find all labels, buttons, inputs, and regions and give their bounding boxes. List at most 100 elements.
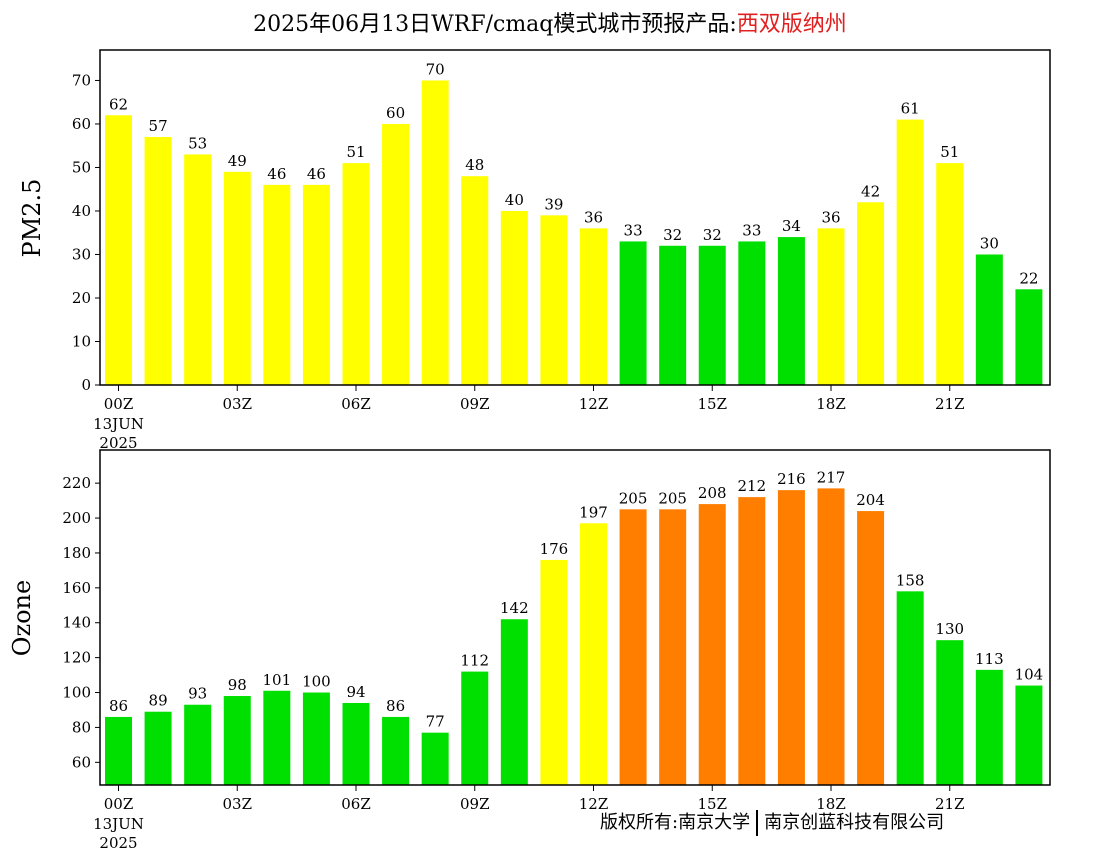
pm25-bar bbox=[223, 171, 251, 385]
ozone-value-label: 104 bbox=[1015, 666, 1044, 684]
pm25-value-label: 48 bbox=[465, 156, 484, 174]
ozone-value-label: 212 bbox=[738, 477, 767, 495]
pm25-ytick-label: 60 bbox=[72, 115, 91, 133]
ozone-value-label: 176 bbox=[540, 540, 569, 558]
pm25-bar bbox=[342, 163, 370, 385]
copyright-separator bbox=[756, 810, 759, 836]
ozone-value-label: 113 bbox=[975, 650, 1004, 668]
ozone-ytick-label: 220 bbox=[62, 474, 91, 492]
pm25-value-label: 61 bbox=[901, 100, 920, 118]
pm25-value-label: 33 bbox=[624, 221, 643, 239]
pm25-value-label: 49 bbox=[228, 152, 247, 170]
pm25-bar bbox=[421, 80, 449, 385]
ozone-value-label: 158 bbox=[896, 571, 925, 589]
ozone-bar bbox=[777, 490, 805, 785]
ozone-value-label: 204 bbox=[856, 491, 885, 509]
ozone-bar bbox=[184, 704, 212, 785]
pm25-bar bbox=[500, 210, 528, 385]
ozone-ytick-label: 160 bbox=[62, 579, 91, 597]
ozone-bar bbox=[302, 692, 330, 785]
pm25-bar bbox=[857, 202, 885, 385]
ozone-date-label: 13JUN bbox=[93, 815, 144, 833]
ozone-bar bbox=[500, 619, 528, 785]
ozone-bar bbox=[975, 669, 1003, 785]
ozone-value-label: 86 bbox=[109, 697, 128, 715]
ozone-xtick-label: 21Z bbox=[935, 795, 965, 813]
ozone-value-label: 130 bbox=[935, 620, 964, 638]
ozone-bar bbox=[698, 504, 726, 785]
ozone-xtick-label: 09Z bbox=[460, 795, 490, 813]
ozone-value-label: 101 bbox=[263, 671, 292, 689]
ozone-value-label: 86 bbox=[386, 697, 405, 715]
ozone-bar bbox=[580, 523, 607, 785]
pm25-ytick-label: 10 bbox=[72, 332, 91, 350]
pm25-xtick-label: 09Z bbox=[460, 395, 490, 413]
pm25-ytick-label: 30 bbox=[72, 245, 91, 263]
pm25-bar bbox=[659, 245, 687, 385]
ozone-bar bbox=[738, 497, 766, 785]
ozone-bar bbox=[105, 716, 132, 785]
pm25-bar bbox=[302, 184, 330, 385]
ozone-bar bbox=[263, 690, 291, 785]
pm25-bar bbox=[975, 254, 1003, 385]
pm25-date-label: 13JUN bbox=[93, 415, 144, 433]
pm25-xtick-label: 03Z bbox=[222, 395, 252, 413]
pm25-ytick-label: 50 bbox=[72, 158, 91, 176]
ozone-ytick-label: 120 bbox=[62, 649, 91, 667]
pm25-bar bbox=[896, 119, 924, 386]
ozone-value-label: 205 bbox=[658, 489, 687, 507]
pm25-bar bbox=[1015, 289, 1043, 385]
ozone-bar bbox=[619, 509, 647, 785]
pm25-xtick-label: 15Z bbox=[697, 395, 727, 413]
ozone-ylabel: Ozone bbox=[8, 580, 36, 656]
ozone-bar bbox=[461, 671, 489, 785]
pm25-value-label: 32 bbox=[703, 226, 722, 244]
pm25-value-label: 51 bbox=[940, 143, 959, 161]
pm25-ylabel: PM2.5 bbox=[18, 179, 46, 258]
pm25-ytick-label: 20 bbox=[72, 289, 91, 307]
pm25-ytick-label: 40 bbox=[72, 202, 91, 220]
pm25-year-label: 2025 bbox=[99, 434, 137, 452]
ozone-plot-frame bbox=[99, 449, 1051, 786]
pm25-value-label: 53 bbox=[188, 134, 207, 152]
ozone-ytick-label: 80 bbox=[72, 718, 91, 736]
ozone-ytick-label: 140 bbox=[62, 614, 91, 632]
pm25-value-label: 36 bbox=[821, 208, 840, 226]
pm25-value-label: 34 bbox=[782, 217, 801, 235]
ozone-value-label: 98 bbox=[228, 676, 247, 694]
pm25-value-label: 57 bbox=[149, 117, 168, 135]
ozone-bar bbox=[382, 716, 410, 785]
ozone-bar bbox=[144, 711, 172, 785]
ozone-xtick-label: 15Z bbox=[697, 795, 727, 813]
pm25-bar bbox=[382, 123, 410, 386]
ozone-xtick-label: 00Z bbox=[104, 795, 134, 813]
copyright-notice: 版权所有:南京大学 南京创蓝科技有限公司 bbox=[600, 808, 944, 836]
pm25-bar bbox=[580, 228, 607, 385]
pm25-ytick-label: 70 bbox=[72, 71, 91, 89]
ozone-value-label: 112 bbox=[460, 652, 489, 670]
title-prefix: 2025年06月13日WRF/cmaq模式城市预报产品: bbox=[253, 12, 737, 37]
ozone-bar bbox=[659, 509, 687, 785]
pm25-xtick-label: 00Z bbox=[104, 395, 134, 413]
title-location: 西双版纳州 bbox=[736, 12, 847, 37]
ozone-bar bbox=[342, 702, 370, 785]
pm25-value-label: 22 bbox=[1019, 269, 1038, 287]
pm25-bar bbox=[144, 137, 172, 385]
ozone-year-label: 2025 bbox=[99, 834, 137, 850]
pm25-value-label: 33 bbox=[742, 221, 761, 239]
pm25-value-label: 70 bbox=[426, 60, 445, 78]
ozone-value-label: 100 bbox=[302, 673, 331, 691]
pm25-value-label: 46 bbox=[267, 165, 286, 183]
ozone-ytick-label: 200 bbox=[62, 509, 91, 527]
ozone-value-label: 205 bbox=[619, 489, 648, 507]
ozone-value-label: 142 bbox=[500, 599, 529, 617]
pm25-bar bbox=[184, 154, 212, 385]
pm25-xtick-label: 12Z bbox=[579, 395, 609, 413]
ozone-bar bbox=[817, 488, 845, 785]
pm25-value-label: 46 bbox=[307, 165, 326, 183]
pm25-xtick-label: 21Z bbox=[935, 395, 965, 413]
ozone-value-label: 217 bbox=[817, 468, 846, 486]
pm25-value-label: 30 bbox=[980, 234, 999, 252]
pm25-value-label: 40 bbox=[505, 191, 524, 209]
pm25-bar bbox=[619, 241, 647, 385]
